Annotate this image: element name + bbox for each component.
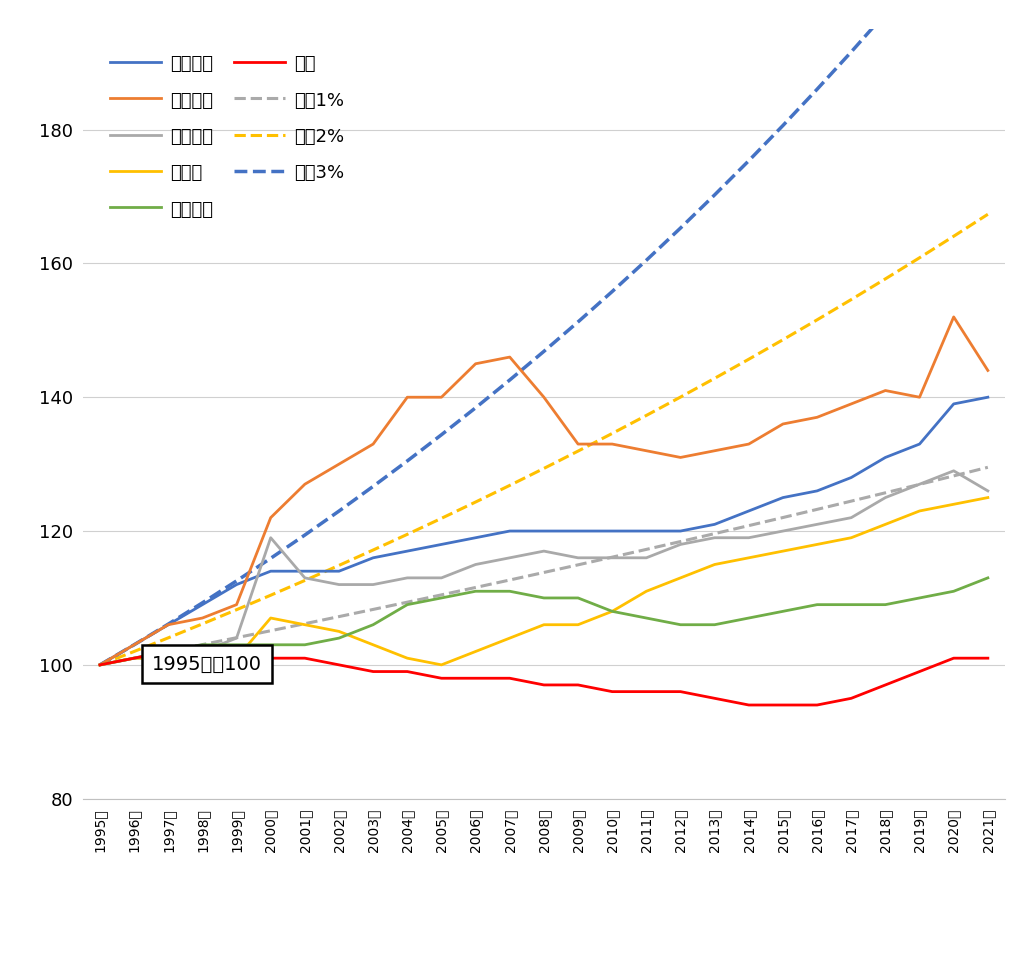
Text: 1995年＝100: 1995年＝100 [152, 655, 262, 674]
Legend: アメリカ, イギリス, フランス, ドイツ, イタリア, 日本, 年琛1%, 年琛2%, 年琛3%: アメリカ, イギリス, フランス, ドイツ, イタリア, 日本, 年琛1%, 年… [102, 46, 353, 228]
